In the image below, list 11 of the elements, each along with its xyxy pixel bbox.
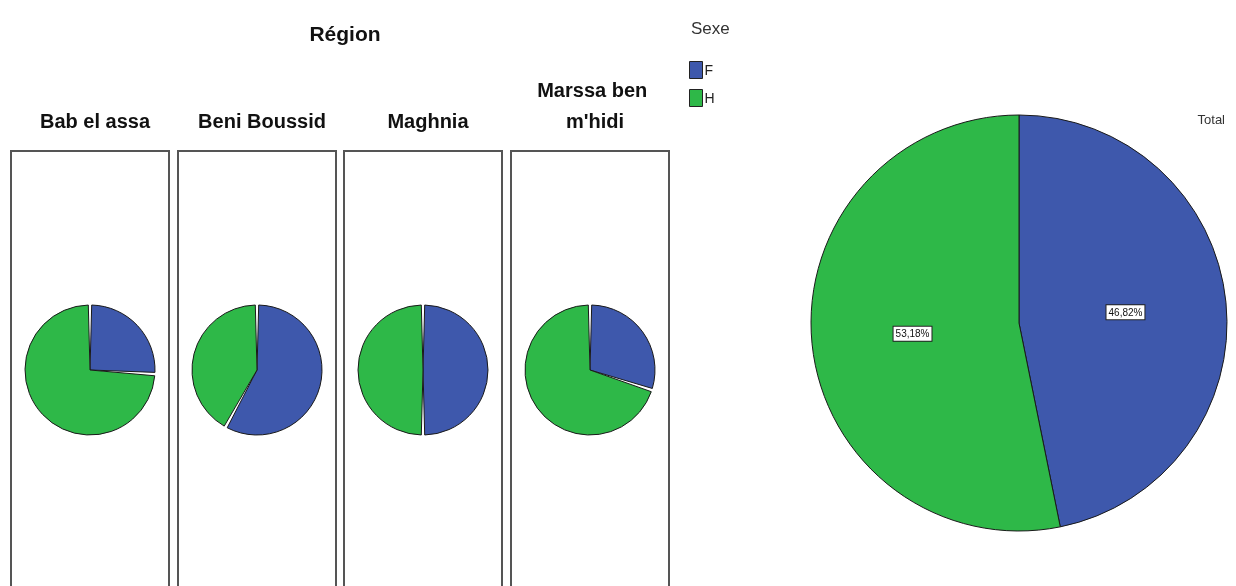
data-label: 53,18% xyxy=(895,328,930,340)
data-label: 46,82% xyxy=(1108,306,1143,318)
chart-title: Région xyxy=(309,22,381,45)
slice-label: Maghnia xyxy=(387,109,470,132)
legend-title: Sexe xyxy=(691,19,730,38)
legend-label: F xyxy=(704,62,714,78)
legend-label: H xyxy=(704,90,715,106)
slice-label: Beni Boussid xyxy=(198,109,326,132)
slice-label: Total xyxy=(1197,112,1226,127)
slice-label: Bab el assa xyxy=(39,109,151,132)
slice-label: Marssa ben m'hidi xyxy=(537,78,653,132)
